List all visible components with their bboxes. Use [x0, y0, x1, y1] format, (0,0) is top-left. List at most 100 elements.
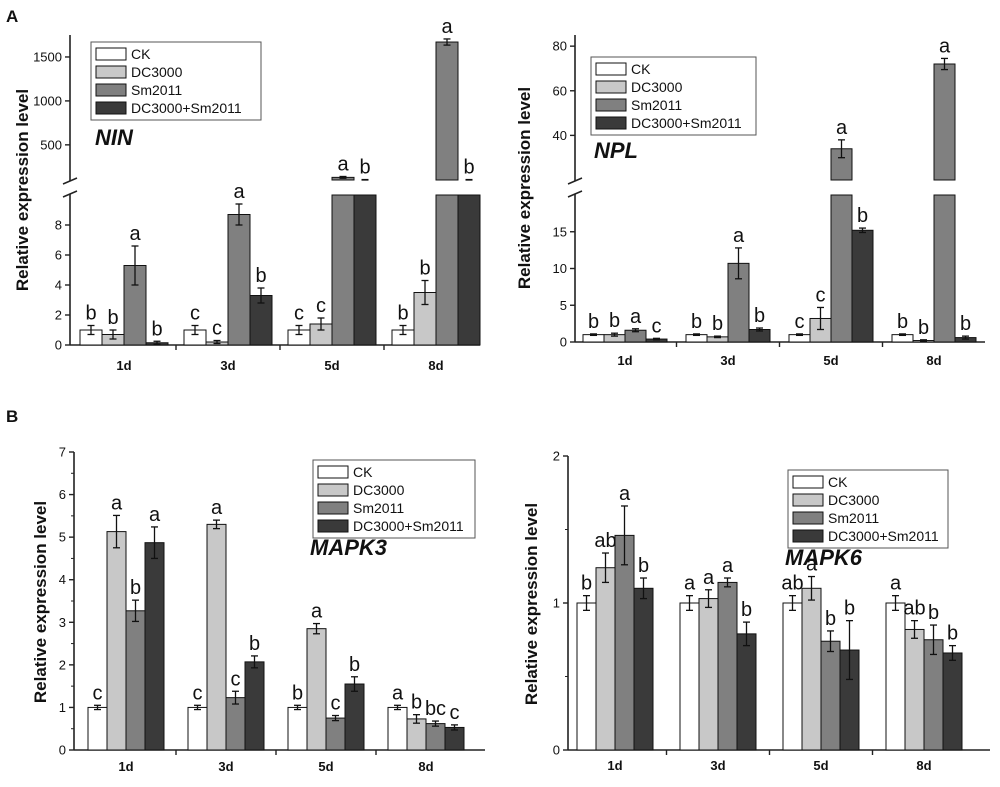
chart-2-legend-label: DC3000: [631, 79, 683, 95]
chart-2-x-tick-label: 8d: [926, 353, 941, 368]
chart-1-y-tick-label: 2: [55, 308, 62, 323]
panel-label-a: A: [6, 7, 18, 26]
chart-4-significance-letter: a: [722, 555, 734, 577]
chart-2-axis-break-mark: [567, 177, 583, 185]
chart-2-y-tick-label: 15: [553, 224, 567, 239]
chart-1-x-tick-label: 5d: [324, 358, 339, 373]
chart-1-legend-swatch: [95, 101, 127, 115]
chart-4-y-tick-label: 2: [553, 449, 560, 464]
chart-3-significance-letter: c: [93, 682, 103, 704]
chart-2-y-tick-label: 80: [553, 39, 567, 54]
chart-1-title: NIN: [95, 125, 134, 150]
chart-2-legend-label: Sm2011: [631, 97, 682, 113]
chart-1-y-tick-label: 1500: [33, 49, 62, 64]
chart-1-significance-letter: b: [151, 318, 162, 340]
chart-1-significance-letter: b: [419, 258, 430, 280]
chart-3-legend-swatch: [317, 465, 349, 479]
chart-2-bar-upper: [933, 63, 956, 181]
chart-2-significance-letter: c: [652, 315, 662, 337]
chart-1-significance-letter: b: [107, 307, 118, 329]
chart-4-title: MAPK6: [785, 545, 863, 570]
chart-2-significance-letter: a: [836, 117, 848, 139]
chart-4-x-tick-label: 5d: [813, 758, 828, 773]
chart-2-significance-letter: b: [691, 311, 702, 333]
chart-3-y-tick-label: 6: [59, 487, 66, 502]
chart-2-legend-label: CK: [631, 61, 651, 77]
chart-1-bar: [435, 194, 459, 346]
chart-3-bar: [325, 717, 346, 751]
chart-4-bar: [576, 602, 597, 751]
chart-4-bar: [923, 639, 944, 751]
chart-3-legend-label: CK: [353, 464, 373, 480]
chart-1-legend-label: DC3000: [131, 64, 183, 80]
chart-1-significance-letter: c: [294, 303, 304, 325]
chart-2-bar: [830, 194, 853, 343]
chart-2-x-tick-label: 5d: [823, 353, 838, 368]
chart-1-significance-letter: c: [316, 295, 326, 317]
chart-3-significance-letter: a: [311, 601, 323, 623]
chart-1-significance-letter: b: [255, 265, 266, 287]
chart-3-significance-letter: c: [193, 682, 203, 704]
chart-1-significance-letter: b: [397, 303, 408, 325]
chart-3-bar: [106, 531, 127, 751]
chart-4-significance-letter: b: [844, 598, 855, 620]
chart-1-axis-break-mark: [62, 177, 78, 185]
chart-4-bar: [717, 581, 738, 751]
chart-1-x-tick-label: 8d: [428, 358, 443, 373]
chart-3-significance-letter: b: [411, 692, 422, 714]
chart-2-x-tick-label: 3d: [720, 353, 735, 368]
chart-4-bar: [885, 602, 906, 751]
chart-4-legend-label: DC3000+Sm2011: [828, 528, 939, 544]
chart-1-significance-letter: a: [337, 153, 349, 175]
chart-1-y-tick-label: 0: [55, 338, 62, 353]
chart-1-y-tick-label: 4: [55, 278, 62, 293]
chart-4-bar: [942, 652, 963, 751]
chart-1-legend-swatch: [95, 65, 127, 79]
chart-2-legend-swatch: [595, 80, 627, 94]
chart-2-significance-letter: c: [795, 311, 805, 333]
chart-1-significance-letter: c: [190, 303, 200, 325]
chart-2-significance-letter: b: [712, 313, 723, 335]
chart-1-legend-label: DC3000+Sm2011: [131, 100, 242, 116]
chart-3-y-tick-label: 0: [59, 743, 66, 758]
chart-3-bar: [444, 726, 465, 751]
chart-4-bar: [782, 602, 803, 751]
chart-2-legend-label: DC3000+Sm2011: [631, 115, 742, 131]
chart-2-legend-swatch: [595, 116, 627, 130]
chart-4-legend-swatch: [792, 493, 824, 507]
chart-2-x-tick-label: 1d: [617, 353, 632, 368]
chart-4-significance-letter: b: [638, 555, 649, 577]
chart-3-bar: [387, 706, 408, 751]
chart-4-bar: [736, 633, 757, 751]
chart-3-bar: [287, 706, 308, 751]
chart-1-significance-letter: b: [85, 303, 96, 325]
chart-1-y-tick-label: 6: [55, 248, 62, 263]
chart-1-y-tick-label: 1000: [33, 93, 62, 108]
chart-4-legend-swatch: [792, 475, 824, 489]
chart-3-significance-letter: b: [130, 577, 141, 599]
chart-4-significance-letter: a: [890, 573, 902, 595]
chart-1-significance-letter: b: [359, 157, 370, 179]
chart-2-significance-letter: b: [609, 310, 620, 332]
chart-4-y-label: Relative expression level: [522, 503, 541, 705]
chart-4-significance-letter: b: [825, 608, 836, 630]
chart-4-bar: [614, 534, 635, 751]
chart-3-x-tick-label: 3d: [218, 759, 233, 774]
chart-4-bar: [595, 567, 616, 751]
chart-2-significance-letter: b: [754, 305, 765, 327]
chart-3-x-tick-label: 5d: [318, 759, 333, 774]
chart-4-legend-label: Sm2011: [828, 510, 879, 526]
chart-1-significance-letter: b: [463, 157, 474, 179]
chart-4-significance-letter: b: [581, 573, 592, 595]
chart-1-bar: [457, 194, 481, 346]
chart-4-significance-letter: a: [684, 573, 696, 595]
chart-3-legend-label: DC3000+Sm2011: [353, 518, 464, 534]
chart-3-significance-letter: b: [249, 633, 260, 655]
chart-3-bar: [344, 683, 365, 751]
chart-3-significance-letter: b: [292, 682, 303, 704]
chart-1-y-tick-label: 500: [40, 137, 62, 152]
chart-2-significance-letter: a: [733, 225, 745, 247]
chart-3-significance-letter: b: [349, 654, 360, 676]
chart-1-axis-break-gap: [62, 181, 78, 194]
